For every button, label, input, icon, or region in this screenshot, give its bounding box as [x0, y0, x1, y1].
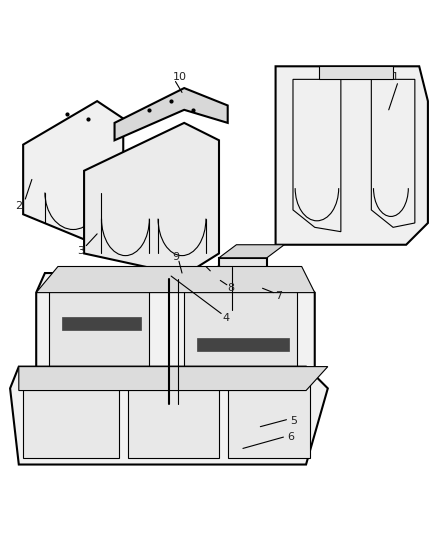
Polygon shape	[127, 373, 219, 458]
Polygon shape	[184, 283, 297, 399]
Polygon shape	[23, 101, 123, 245]
Polygon shape	[219, 245, 284, 258]
Ellipse shape	[212, 279, 226, 288]
Polygon shape	[219, 258, 267, 323]
Polygon shape	[115, 88, 228, 140]
Polygon shape	[19, 367, 328, 391]
Text: 7: 7	[276, 291, 283, 301]
Polygon shape	[49, 283, 149, 399]
Polygon shape	[173, 279, 191, 297]
Text: 1: 1	[392, 72, 399, 82]
Text: 6: 6	[287, 432, 294, 442]
Polygon shape	[197, 338, 289, 351]
Polygon shape	[23, 373, 119, 458]
Polygon shape	[276, 66, 428, 245]
Polygon shape	[84, 123, 219, 275]
Text: 9: 9	[172, 252, 179, 262]
Polygon shape	[228, 373, 311, 458]
Text: 10: 10	[173, 72, 187, 82]
Text: 4: 4	[223, 313, 230, 323]
Text: 3: 3	[78, 246, 85, 256]
Polygon shape	[62, 317, 141, 329]
Polygon shape	[36, 266, 315, 293]
Polygon shape	[10, 367, 328, 465]
Text: 2: 2	[15, 201, 22, 212]
Text: 8: 8	[228, 283, 235, 293]
Polygon shape	[149, 266, 219, 314]
Ellipse shape	[171, 273, 193, 286]
Polygon shape	[319, 66, 393, 79]
Polygon shape	[36, 273, 315, 408]
Text: 5: 5	[290, 416, 297, 426]
